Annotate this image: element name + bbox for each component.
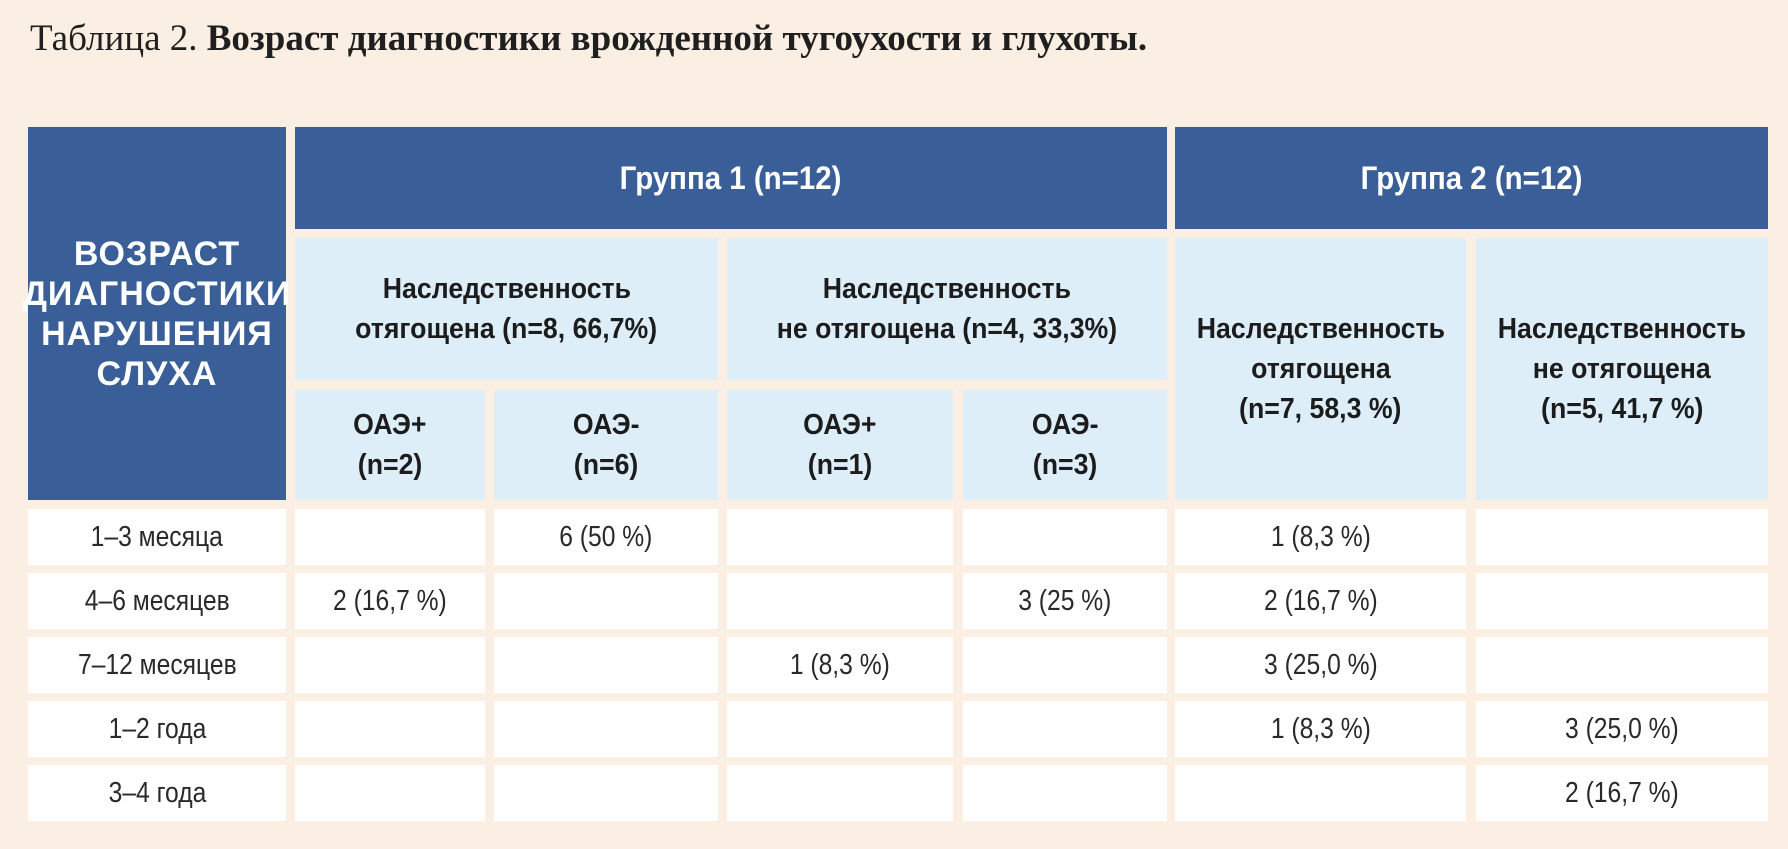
table-cell bbox=[963, 509, 1167, 565]
row-header-line: НАРУШЕНИЯ bbox=[41, 314, 273, 353]
table-cell bbox=[295, 637, 485, 693]
oae-positive-n1: ОАЭ+ (n=1) bbox=[727, 390, 953, 500]
table-cell bbox=[727, 765, 953, 821]
table-cell: 2 (16,7 %) bbox=[1476, 765, 1768, 821]
row-label: 1–3 месяца bbox=[28, 509, 286, 565]
table-cell bbox=[494, 701, 718, 757]
g2-heredity-positive: Наследственность отягощена (n=7, 58,3 %) bbox=[1175, 238, 1466, 500]
table-cell bbox=[494, 573, 718, 629]
table-cell bbox=[1476, 573, 1768, 629]
table-cell bbox=[963, 701, 1167, 757]
table-cell: 6 (50 %) bbox=[494, 509, 718, 565]
table-cell bbox=[295, 701, 485, 757]
table-cell: 1 (8,3 %) bbox=[1175, 701, 1466, 757]
group-2-header: Группа 2 (n=12) bbox=[1175, 127, 1768, 229]
row-label: 4–6 месяцев bbox=[28, 573, 286, 629]
table-cell bbox=[295, 765, 485, 821]
row-header-line: ВОЗРАСТ bbox=[73, 234, 241, 273]
g2-heredity-negative: Наследственность не отягощена (n=5, 41,7… bbox=[1476, 238, 1768, 500]
table-cell bbox=[727, 573, 953, 629]
row-header-age: ВОЗРАСТ ДИАГНОСТИКИ НАРУШЕНИЯ СЛУХА bbox=[23, 127, 290, 500]
table-cell: 3 (25,0 %) bbox=[1175, 637, 1466, 693]
table-cell bbox=[963, 765, 1167, 821]
oae-positive-n2: ОАЭ+ (n=2) bbox=[295, 390, 485, 500]
table-cell bbox=[727, 509, 953, 565]
table-cell bbox=[727, 701, 953, 757]
table-cell bbox=[1175, 765, 1466, 821]
g1-heredity-negative: Наследственность не отягощена (n=4, 33,3… bbox=[727, 238, 1167, 380]
table-cell bbox=[1476, 637, 1768, 693]
table-cell: 3 (25 %) bbox=[963, 573, 1167, 629]
table-cell: 1 (8,3 %) bbox=[727, 637, 953, 693]
row-label: 3–4 года bbox=[28, 765, 286, 821]
row-label: 1–2 года bbox=[28, 701, 286, 757]
table-cell: 1 (8,3 %) bbox=[1175, 509, 1466, 565]
row-label: 7–12 месяцев bbox=[28, 637, 286, 693]
table-title: Таблица 2. Возраст диагностики врожденно… bbox=[30, 14, 1147, 64]
table-cell bbox=[1476, 509, 1768, 565]
table-cell: 3 (25,0 %) bbox=[1476, 701, 1768, 757]
g1-heredity-positive: Наследственность отягощена (n=8, 66,7%) bbox=[295, 238, 718, 380]
table-title-text: Возраст диагностики врожденной тугоухост… bbox=[206, 18, 1148, 59]
table-cell: 2 (16,7 %) bbox=[1175, 573, 1466, 629]
table-title-prefix: Таблица 2. bbox=[30, 18, 198, 59]
row-header-line: ДИАГНОСТИКИ bbox=[22, 274, 292, 313]
table-cell bbox=[295, 509, 485, 565]
table-cell bbox=[494, 637, 718, 693]
table-cell bbox=[963, 637, 1167, 693]
table-cell bbox=[494, 765, 718, 821]
oae-negative-n6: ОАЭ- (n=6) bbox=[494, 390, 718, 500]
table-cell: 2 (16,7 %) bbox=[295, 573, 485, 629]
group-1-header: Группа 1 (n=12) bbox=[295, 127, 1167, 229]
row-header-line: СЛУХА bbox=[96, 354, 218, 393]
oae-negative-n3: ОАЭ- (n=3) bbox=[963, 390, 1167, 500]
